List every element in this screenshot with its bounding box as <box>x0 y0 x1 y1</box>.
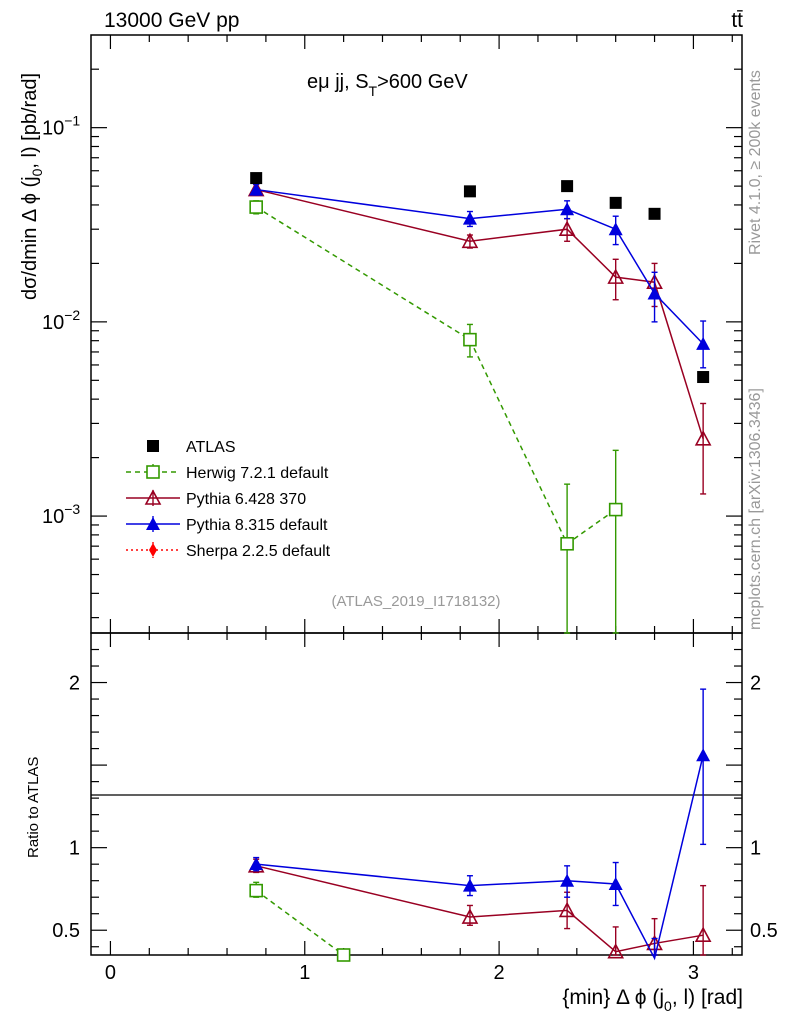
pythia-8-315-default-ratio-line <box>256 755 704 961</box>
atlas-point <box>697 371 710 384</box>
pythia-8-315-default-ratio-point <box>249 857 264 871</box>
pythia-8-315-default-point <box>696 336 711 350</box>
x-tick-label: 0 <box>105 962 116 984</box>
herwig-7-2-1-default-point <box>463 332 477 347</box>
y-axis-label: dσ/dmin Δ ϕ (j0, l) [pb/rad] <box>19 73 45 300</box>
atlas-point <box>561 180 574 193</box>
pythia-8-315-default-line <box>256 188 704 345</box>
pythia-6-428-370-ratio-point <box>558 901 576 918</box>
legend-label-atlas: ATLAS <box>186 439 236 456</box>
plot-title: eμ jj, ST>600 GeV <box>307 71 468 99</box>
pythia-6-428-370-point <box>461 232 479 249</box>
analysis-id: (ATLAS_2019_I1718132) <box>331 593 500 610</box>
pythia-8-315-default-ratio-point <box>560 873 575 887</box>
energy-label: 13000 GeV pp <box>104 9 239 32</box>
process-label: tt̄ <box>731 9 743 32</box>
y-tick-label: 10−3 <box>42 501 80 528</box>
herwig-7-2-1-default-point <box>249 200 263 214</box>
pythia-6-428-370-ratio-line <box>256 865 704 953</box>
pythia-8-315-default-point <box>462 211 477 225</box>
legend: ATLAS Herwig 7.2.1 default Pythia 6.428 37… <box>126 439 331 560</box>
ratio-tick-label-right: 0.5 <box>750 920 778 942</box>
ratio-series <box>247 688 712 962</box>
ratio-tick-label: 1 <box>69 838 80 860</box>
legend-marker-pythia-8-315-default <box>146 517 160 530</box>
herwig-7-2-1-default-point <box>560 536 574 551</box>
atlas-point <box>250 172 263 185</box>
ratio-tick-label-right: 1 <box>750 838 761 860</box>
herwig-7-2-1-default-ratio-point <box>336 948 351 962</box>
pythia-8-315-default-point <box>249 182 264 196</box>
pythia-8-315-default-ratio-point <box>696 748 711 762</box>
herwig-7-2-1-default-point <box>608 502 623 517</box>
x-tick-label: 2 <box>494 962 505 984</box>
axis-ticks: 0 1 2 3 10−1 10−2 10−3 0.5 0.5 1 1 2 2 <box>42 35 778 984</box>
legend-marker-atlas <box>147 440 159 452</box>
ratio-tick-label: 0.5 <box>52 920 80 942</box>
pythia-8-315-default-point <box>647 286 662 300</box>
pythia-8-315-default-point <box>560 202 575 216</box>
pythia-6-428-370-ratio-point <box>461 908 479 924</box>
herwig-7-2-1-default-ratio-point <box>249 883 263 898</box>
x-axis-label: {min} Δ ϕ (j0, l) [rad] <box>562 986 743 1014</box>
legend-marker-herwig-7-2-1-default <box>146 465 160 479</box>
mcplots-label: mcplots.cern.ch [arXiv:1306.3436] <box>747 388 764 630</box>
atlas-point <box>609 196 622 209</box>
pythia-8-315-default-ratio-point <box>462 878 477 892</box>
ratio-plot-frame <box>90 632 743 956</box>
legend-label-sherpa-2-2-5-default: Sherpa 2.2.5 default <box>186 543 331 560</box>
legend-label-herwig-7-2-1-default: Herwig 7.2.1 default <box>186 465 329 482</box>
legend-label-pythia-6-428-370: Pythia 6.428 370 <box>186 491 306 508</box>
pythia-8-315-default-point <box>608 222 623 236</box>
legend-marker-pythia-6-428-370 <box>144 489 162 505</box>
ratio-tick-label: 2 <box>69 673 80 695</box>
pythia-6-428-370-point <box>694 430 712 446</box>
legend-label-pythia-8-315-default: Pythia 8.315 default <box>186 517 328 534</box>
atlas-point <box>648 207 661 220</box>
x-tick-label: 1 <box>299 962 310 984</box>
main-series <box>247 172 712 634</box>
y-tick-label: 10−1 <box>42 113 80 140</box>
x-tick-label: 3 <box>688 962 699 984</box>
pythia-6-428-370-point <box>607 268 625 284</box>
rivet-label: Rivet 4.1.0, ≥ 200k events <box>747 70 764 255</box>
atlas-point <box>463 185 476 198</box>
herwig-7-2-1-default-ratio-line <box>255 889 345 956</box>
ratio-y-axis-label: Ratio to ATLAS <box>25 757 42 858</box>
legend-marker-sherpa-2-2-5-default <box>149 543 157 557</box>
y-tick-label: 10−2 <box>42 307 80 334</box>
pythia-6-428-370-ratio-point <box>607 943 625 959</box>
pythia-6-428-370-ratio-point <box>694 926 712 942</box>
pythia-6-428-370-point <box>558 220 576 237</box>
herwig-7-2-1-default-line <box>255 206 617 545</box>
pythia-6-428-370-line <box>256 188 704 440</box>
pythia-8-315-default-ratio-point <box>608 876 623 890</box>
ratio-tick-label-right: 2 <box>750 673 761 695</box>
